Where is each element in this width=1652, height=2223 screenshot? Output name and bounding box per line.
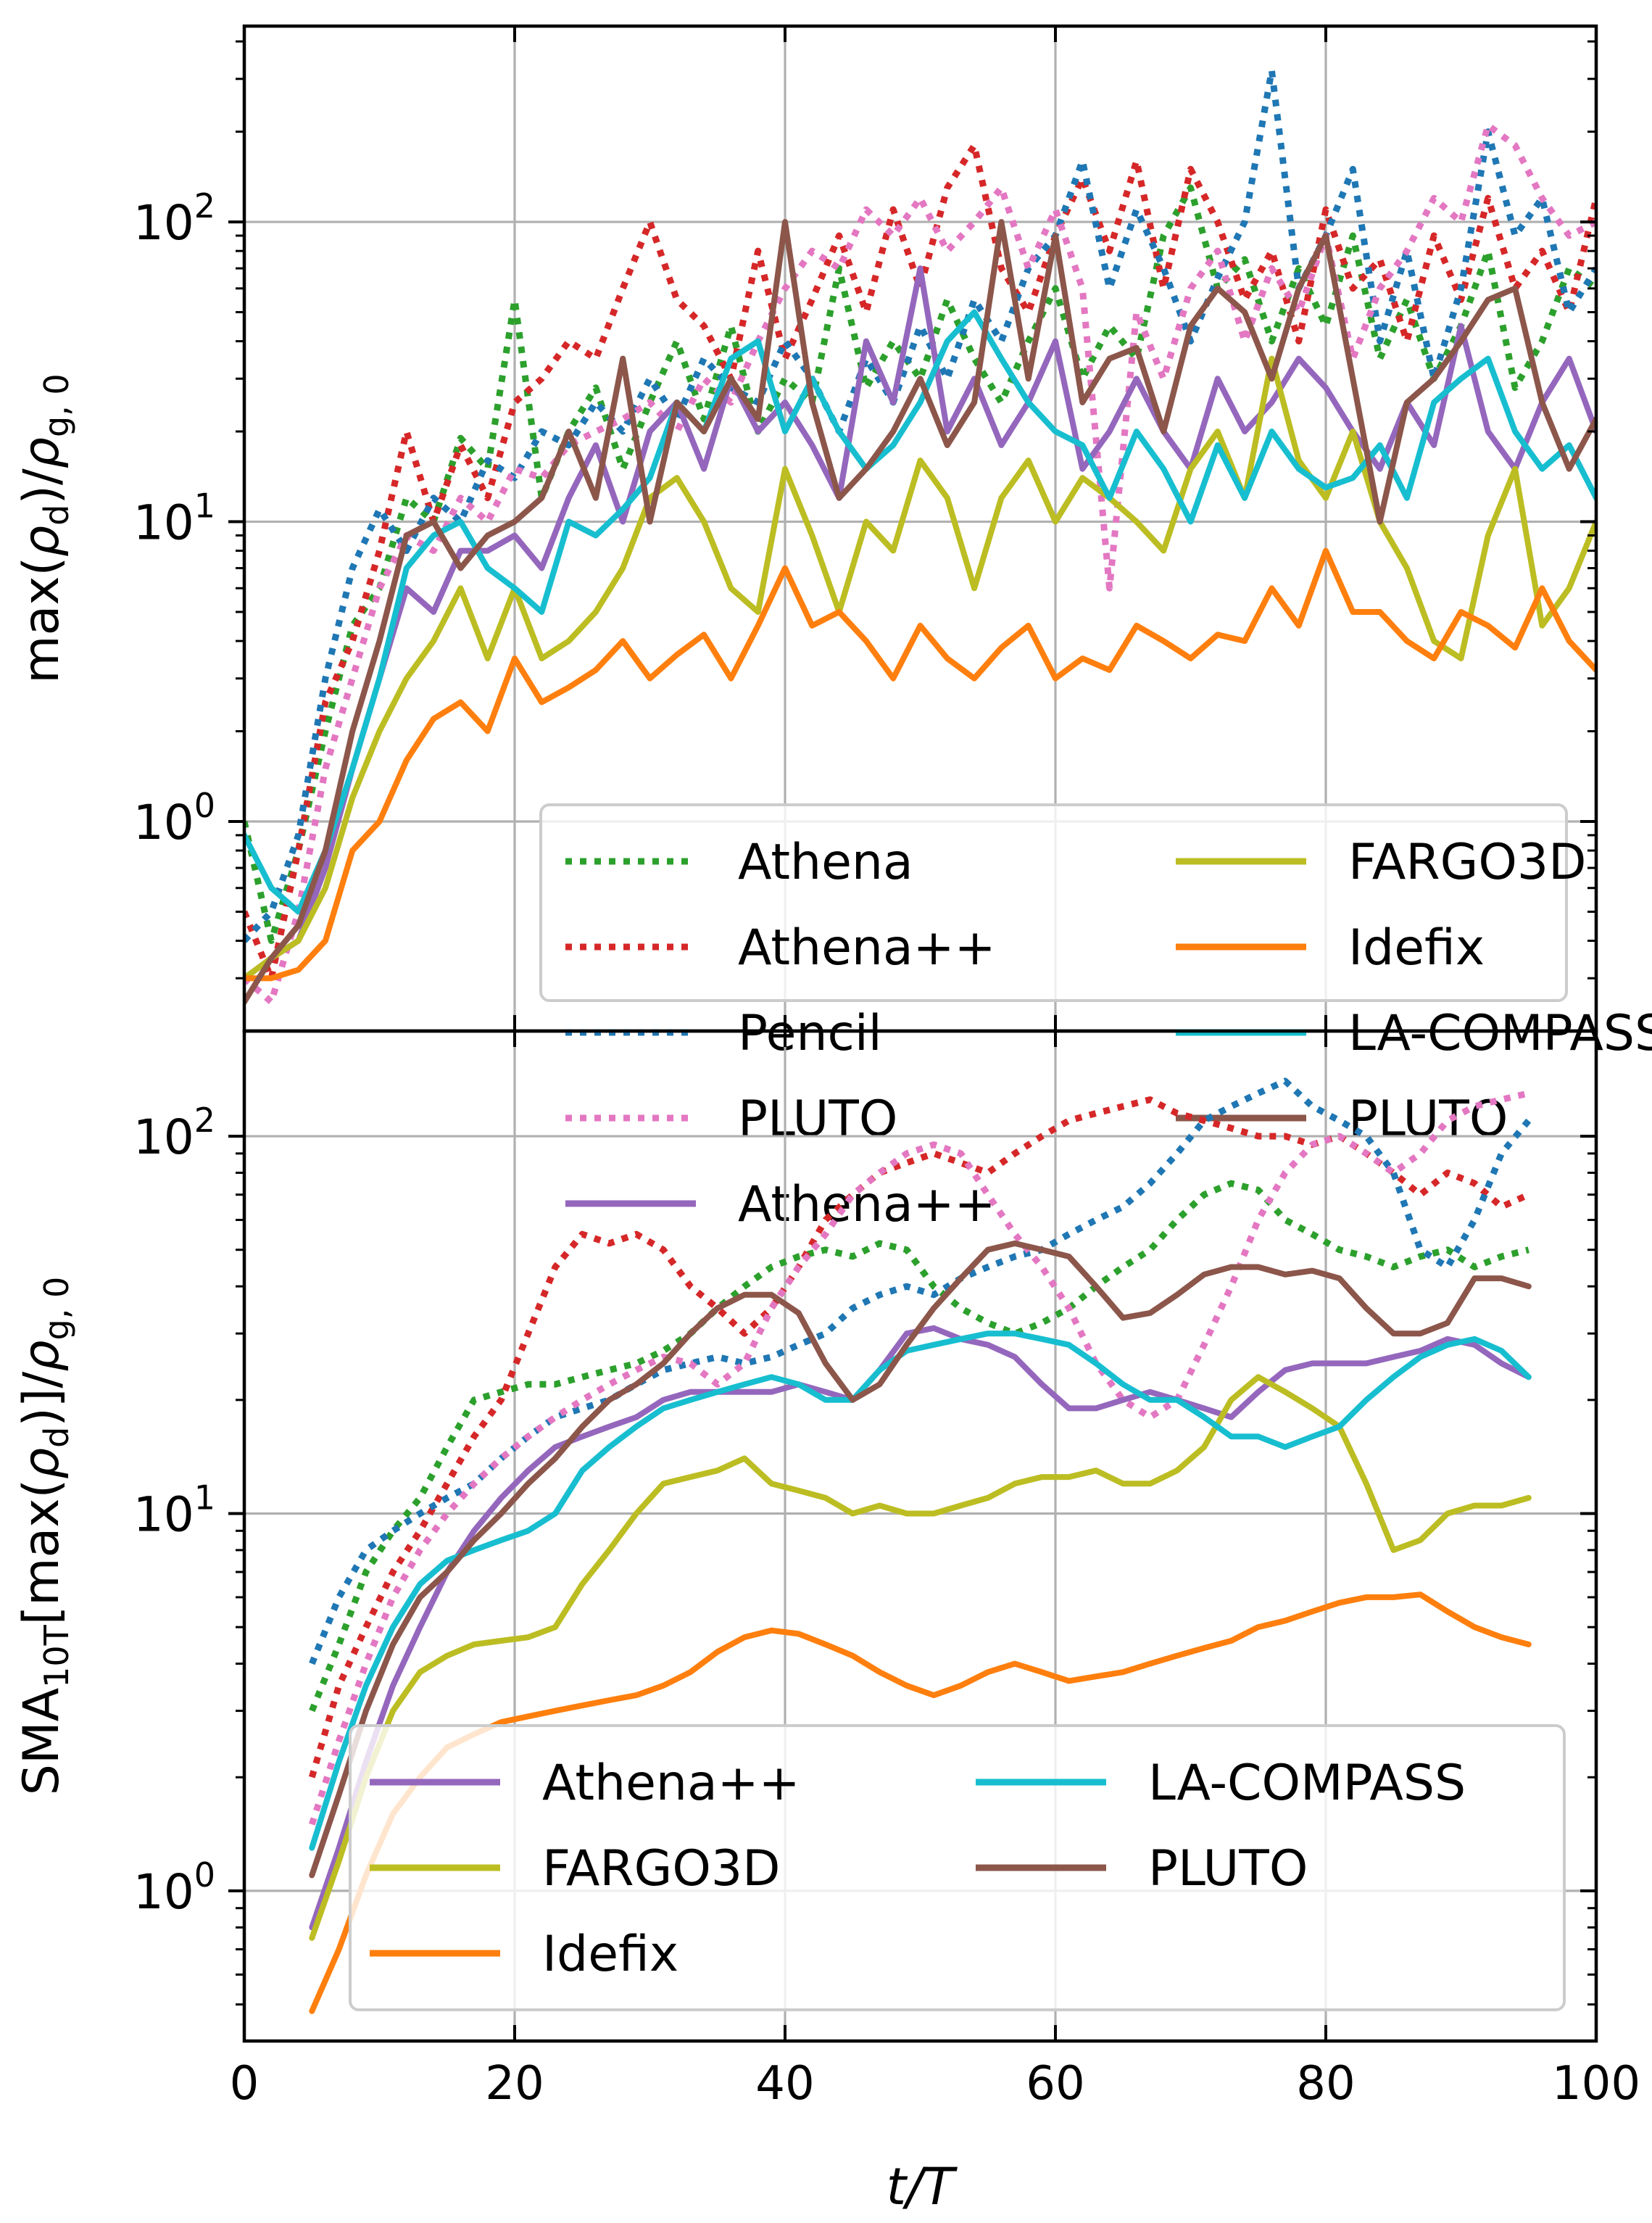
y-tick-base: 10 — [133, 195, 194, 251]
legend-label: Athena++ — [542, 1755, 800, 1812]
legend-label: Idefix — [542, 1926, 678, 1983]
y-tick-label: 100 — [133, 786, 215, 850]
y-tick-label: 101 — [133, 487, 215, 551]
y-tick-base: 10 — [133, 1864, 194, 1920]
y-label-part: ρ — [13, 437, 70, 468]
y-tick-exponent: 0 — [194, 1855, 215, 1895]
y-axis-label: max(ρd)/ρg, 0 — [13, 373, 76, 683]
y-label-part: [max( — [13, 1479, 70, 1625]
y-label-part: )]/ — [13, 1372, 70, 1427]
x-tick-label: 80 — [1296, 2057, 1355, 2111]
legend-label: LA-COMPASS — [1148, 1755, 1466, 1812]
legend-box — [539, 803, 1568, 1002]
legend-label: LA-COMPASS — [1348, 1005, 1652, 1062]
y-label-part: max( — [13, 557, 70, 684]
x-tick-label: 100 — [1552, 2057, 1640, 2111]
legend-label: Pencil — [738, 1005, 882, 1062]
series-group — [244, 67, 1596, 1006]
ticks — [228, 1031, 1598, 2041]
y-label-part: g, 0 — [37, 1277, 76, 1341]
x-axis-label: t/T — [887, 2157, 958, 2216]
y-tick-label: 102 — [133, 1101, 215, 1165]
y-tick-base: 10 — [133, 1109, 194, 1165]
series-group — [308, 1077, 1532, 2014]
legend-label: Athena++ — [738, 1176, 996, 1233]
series-line-fargo3d-solid — [244, 355, 1596, 982]
legend-box — [349, 1724, 1566, 2011]
legend-label: Athena — [738, 834, 913, 891]
legend-label: Athena++ — [738, 919, 996, 977]
series-line-idefix-solid — [244, 547, 1596, 982]
legend-label: PLUTO — [1148, 1840, 1308, 1897]
series-line-fargo3d-solid — [309, 1374, 1532, 1941]
y-tick-exponent: 1 — [194, 1478, 215, 1517]
y-label-part: d — [37, 1427, 76, 1448]
y-tick-label: 102 — [133, 186, 215, 251]
y-label-part: 10T — [37, 1624, 76, 1688]
y-label-part: ρ — [13, 526, 70, 557]
series-line-la-compass-solid — [309, 1330, 1532, 1851]
x-tick-label: 20 — [485, 2057, 544, 2111]
axes-frame — [242, 1029, 1598, 2043]
y-tick-base: 10 — [133, 1486, 194, 1542]
series-line-athena-dotted — [309, 1180, 1529, 1713]
y-tick-base: 10 — [133, 795, 194, 850]
legend-label: Idefix — [1348, 919, 1485, 977]
y-label-part: )/ — [13, 468, 70, 505]
series-line-pencil-dotted — [244, 67, 1596, 943]
series-line-idefix-solid — [309, 1591, 1532, 2014]
series-line-pluto-solid — [244, 219, 1596, 1005]
y-axis-label: SMA10T[max(ρd)]/ρg, 0 — [13, 1277, 76, 1795]
y-tick-exponent: 2 — [194, 186, 215, 225]
y-tick-exponent: 1 — [194, 487, 215, 526]
series-line-pluto-dotted — [309, 1090, 1529, 1826]
y-label-part: ρ — [13, 1448, 70, 1479]
y-tick-base: 10 — [133, 495, 194, 551]
y-label-part: ρ — [13, 1340, 70, 1371]
series-line-pluto-solid — [309, 1240, 1532, 1879]
y-tick-exponent: 0 — [194, 786, 215, 825]
y-label-part: d — [37, 505, 76, 526]
y-tick-label: 100 — [133, 1855, 215, 1920]
legend: Athena++ FARGO3D Idefix LA-COMPASS PLUTO — [349, 1724, 1566, 2011]
legend-label: PLUTO — [738, 1090, 897, 1148]
grid — [244, 26, 1596, 1031]
y-tick-label: 101 — [133, 1478, 215, 1542]
series-line-la-compass-solid — [244, 309, 1596, 915]
ticks — [228, 26, 1598, 1031]
y-tick-exponent: 2 — [194, 1101, 215, 1140]
x-tick-label: 60 — [1026, 2057, 1084, 2111]
y-label-part: g, 0 — [37, 373, 76, 437]
series-line-pluto-dotted — [244, 122, 1596, 1006]
y-label-part: SMA — [13, 1688, 70, 1795]
legend-label: FARGO3D — [1348, 834, 1586, 891]
x-tick-label: 0 — [230, 2057, 260, 2111]
x-tick-label: 40 — [755, 2057, 814, 2111]
legend-label: PLUTO — [1348, 1090, 1508, 1148]
legend: Athena Athena++ Pencil PLUTO Athena++ FARGO3D… — [539, 803, 1652, 1233]
series-line-athena-dotted — [244, 184, 1596, 944]
legend-label: FARGO3D — [542, 1840, 780, 1897]
